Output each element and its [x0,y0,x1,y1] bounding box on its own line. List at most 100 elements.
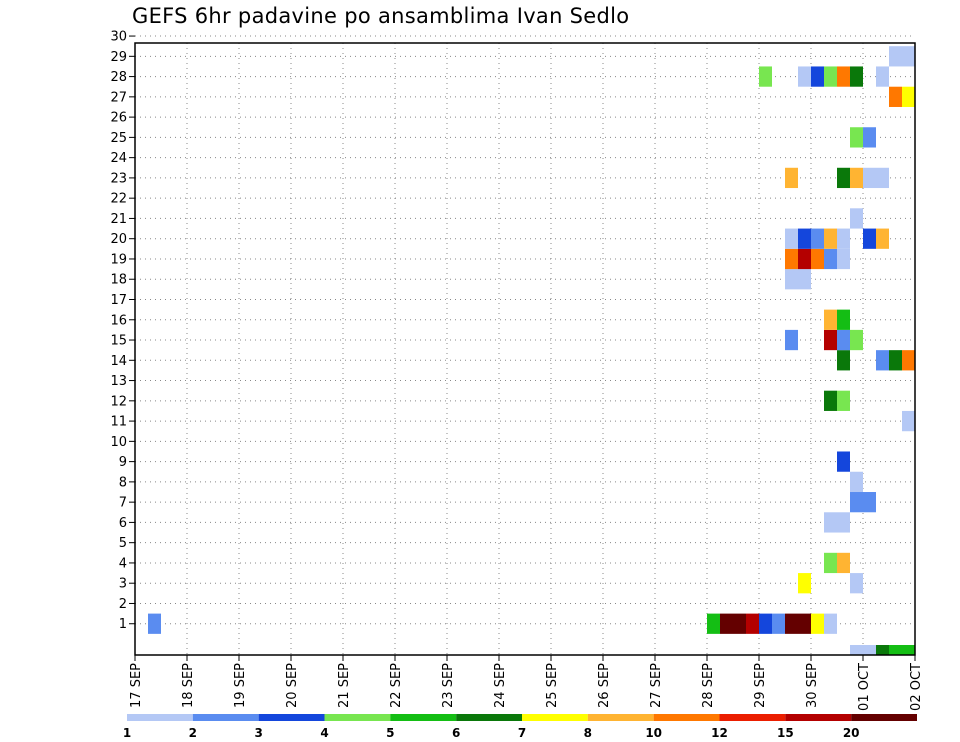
precip-cell [889,46,902,67]
y-tick-label: 25 [110,131,127,146]
x-tick-label: 21 SEP [337,663,352,708]
precip-cell [876,350,889,371]
precip-cell [824,309,837,330]
precip-cell [746,613,759,634]
precip-cell [863,228,876,249]
x-tick-label: 19 SEP [233,663,248,708]
precip-cell [837,309,850,330]
colorbar-swatch [719,714,786,721]
precip-cell [837,228,850,249]
colorbar-label: 1 [123,726,131,740]
y-tick-label: 28 [110,70,127,85]
colorbar-label: 7 [518,726,526,740]
y-tick-label: 6 [119,516,127,531]
cell-layer [148,46,915,655]
chart-title: GEFS 6hr padavine po ansamblima Ivan Sed… [132,4,630,28]
precip-cell [876,645,889,655]
precip-cell [863,167,876,189]
precip-cell [148,613,161,634]
precip-cell [824,66,837,87]
colorbar-swatch [192,714,259,721]
colorbar-label: 8 [584,726,592,740]
precip-cell [850,208,863,229]
y-tick-label: 27 [110,90,127,105]
precip-cell [811,613,824,634]
precip-cell [824,390,837,411]
precip-cell [902,645,915,655]
precip-cell [824,329,837,351]
y-tick-label: 10 [110,435,127,450]
precip-cell [837,329,850,351]
precip-cell [798,66,811,87]
precip-cell [785,269,798,290]
y-tick-label: 11 [110,415,127,430]
precip-cell [798,248,811,270]
y-tick-label: 9 [119,455,127,470]
precip-cell [876,167,889,189]
precip-cell [837,350,850,371]
colorbar-legend: 1 2 3 4 5 6 7 8 10 12 15 20 [123,714,917,740]
precip-cell [902,86,915,107]
colorbar-swatch [851,714,917,721]
y-tick-label: 15 [110,334,127,349]
x-tick-label: 26 SEP [597,663,612,708]
precip-cell [798,228,811,249]
y-tick-label: 26 [110,111,127,126]
y-tick-label: 2 [119,597,127,612]
precip-cell [837,390,850,411]
colorbar-label: 5 [386,726,394,740]
x-tick-label: 18 SEP [181,663,196,708]
precip-cell [824,552,837,574]
x-tick-label: 22 SEP [389,663,404,708]
y-tick-label: 3 [119,577,127,592]
x-tick-label: 29 SEP [753,663,768,708]
y-tick-label: 12 [110,394,127,409]
precip-cell [824,228,837,249]
y-tick-label: 21 [110,212,127,227]
precip-cell [850,66,863,87]
axis-layer: 1234567891011121314151617181920212223242… [110,30,924,711]
y-tick-label: 24 [110,151,127,166]
precip-cell [876,66,889,87]
precip-cell [850,329,863,351]
y-tick-label: 13 [110,374,127,389]
precip-cell [733,613,746,634]
precip-cell [876,228,889,249]
y-tick-label: 29 [110,50,127,65]
precip-cell [863,492,876,513]
precip-cell [837,552,850,574]
precip-cell [850,167,863,189]
precip-cell [902,350,915,371]
precip-cell [850,645,863,655]
colorbar-swatch [653,714,720,721]
colorbar-label: 20 [843,726,860,740]
x-tick-label: 01 OCT [857,663,872,711]
precip-cell [863,645,876,655]
precip-cell [837,512,850,533]
y-tick-label: 18 [110,273,127,288]
x-tick-label: 24 SEP [493,663,508,708]
precip-cell [889,86,902,107]
y-tick-label: 7 [119,496,127,511]
colorbar-label: 3 [254,726,262,740]
precip-cell [811,248,824,270]
y-tick-label: 30 [110,30,127,45]
y-tick-label: 16 [110,313,127,328]
colorbar-label: 6 [452,726,460,740]
precip-cell [837,167,850,189]
precip-cell [850,492,863,513]
colorbar-swatch [324,714,391,721]
precip-cell [902,410,915,432]
precip-cell [824,512,837,533]
colorbar-swatch [522,714,588,721]
precip-cell [824,248,837,270]
precip-cell [837,66,850,87]
precip-cell [811,66,824,87]
precip-cell [837,451,850,472]
y-tick-label: 1 [119,617,127,632]
precip-cell [759,613,772,634]
precip-cell [850,471,863,493]
y-tick-label: 4 [119,556,127,571]
precip-cell [707,613,720,634]
plot-frame [134,42,916,656]
